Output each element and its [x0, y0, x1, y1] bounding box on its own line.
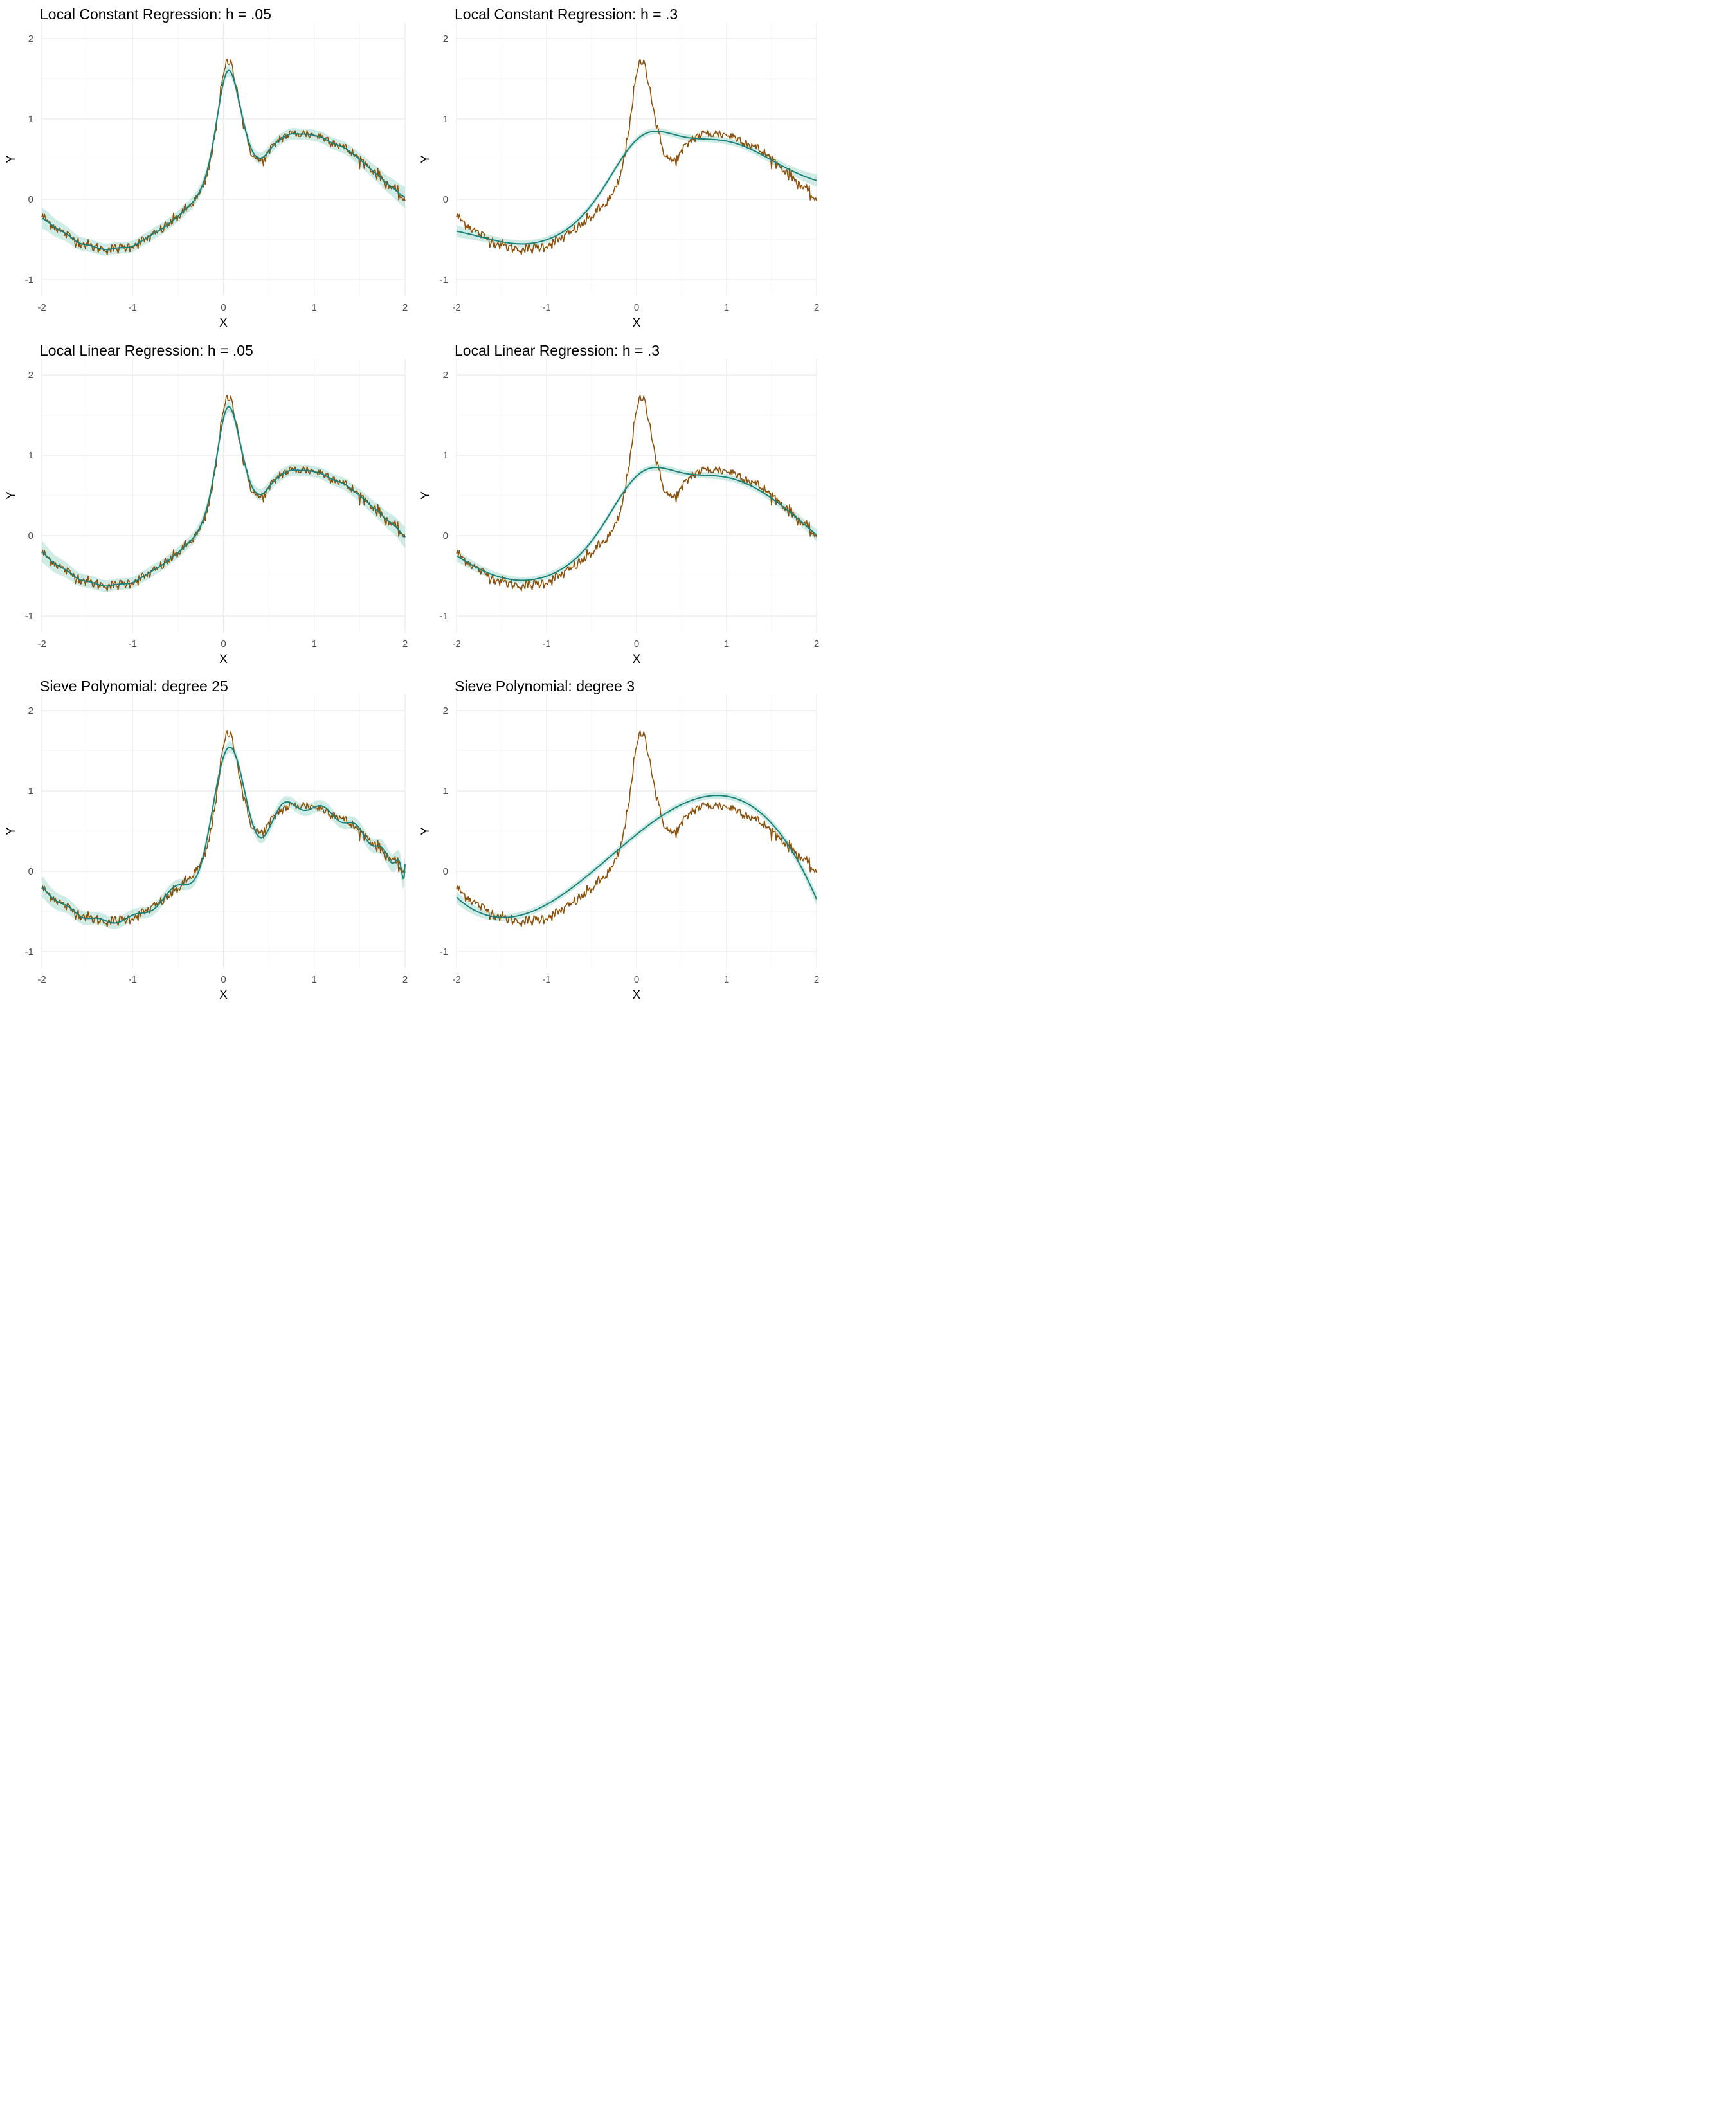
panel-title: Local Constant Regression: h = .05 — [40, 6, 271, 23]
y-axis-title: Y — [5, 827, 18, 835]
x-tick-label: 0 — [221, 974, 226, 985]
observed-line — [456, 730, 817, 927]
x-tick-label: -2 — [37, 639, 46, 649]
chart-panel-3: -2 -1 0 1 2 -1 0 1 2 X Y Local Linear Regression: h… — [5, 342, 408, 666]
x-axis-title: X — [633, 316, 641, 330]
observed-line — [456, 59, 817, 255]
y-tick-label: -1 — [25, 275, 33, 286]
x-tick-label: 2 — [402, 974, 408, 985]
x-tick-label: 2 — [814, 974, 819, 985]
y-tick-label: 2 — [28, 370, 33, 381]
y-tick-label: -1 — [25, 611, 33, 622]
x-tick-label: -2 — [452, 639, 460, 649]
y-tick-label: 1 — [443, 114, 448, 125]
y-tick-label: 2 — [443, 705, 448, 716]
x-tick-label: -2 — [452, 302, 460, 313]
y-tick-label: 0 — [443, 866, 448, 877]
chart-panel-5: -2 -1 0 1 2 -1 0 1 2 X Y Sieve Polynomial: degree 2… — [5, 678, 408, 1002]
y-tick-label: 0 — [28, 530, 33, 541]
y-tick-label: 1 — [28, 450, 33, 461]
fit-line — [41, 69, 406, 251]
fit-line — [456, 467, 817, 581]
y-tick-label: 0 — [28, 194, 33, 205]
confidence-band — [42, 64, 405, 256]
x-tick-label: -2 — [452, 974, 460, 985]
x-axis-title: X — [633, 653, 641, 666]
y-tick-label: 0 — [443, 194, 448, 205]
y-tick-label: 0 — [28, 866, 33, 877]
x-tick-label: -1 — [542, 302, 550, 313]
y-tick-label: 1 — [28, 114, 33, 125]
x-tick-label: 0 — [221, 302, 226, 313]
x-tick-label: 1 — [312, 639, 317, 649]
panel-title: Local Constant Regression: h = .3 — [455, 6, 678, 23]
x-tick-label: 2 — [814, 639, 819, 649]
chart-panel-4: -2 -1 0 1 2 -1 0 1 2 X Y Local Linear Regression: h… — [419, 342, 819, 666]
panel-title: Local Linear Regression: h = .05 — [40, 342, 253, 359]
fit-line — [41, 746, 406, 924]
fit-line — [456, 795, 817, 918]
x-axis-title: X — [219, 653, 228, 666]
y-tick-label: 1 — [443, 786, 448, 797]
x-tick-label: 1 — [724, 974, 729, 985]
x-tick-label: 1 — [312, 974, 317, 985]
y-axis-title: Y — [5, 491, 18, 500]
panel-title: Sieve Polynomial: degree 25 — [40, 678, 228, 694]
x-tick-label: 2 — [402, 639, 408, 649]
y-tick-label: 2 — [443, 33, 448, 44]
x-tick-label: 2 — [814, 302, 819, 313]
y-tick-label: 0 — [443, 530, 448, 541]
chart-panel-2: -2 -1 0 1 2 -1 0 1 2 X Y Local Constant Regression:… — [419, 6, 819, 330]
y-axis-title: Y — [419, 155, 433, 163]
x-tick-label: -1 — [129, 639, 137, 649]
panel-title: Sieve Polynomial: degree 3 — [455, 678, 635, 694]
y-tick-label: -1 — [440, 275, 448, 286]
y-tick-label: -1 — [440, 947, 448, 957]
x-tick-label: -1 — [129, 974, 137, 985]
fit-line — [41, 406, 406, 587]
y-axis-title: Y — [419, 827, 433, 835]
x-tick-label: -1 — [542, 974, 550, 985]
x-tick-label: 0 — [221, 639, 226, 649]
confidence-band — [457, 464, 817, 584]
y-tick-label: -1 — [25, 947, 33, 957]
x-tick-label: 1 — [724, 302, 729, 313]
x-tick-label: -2 — [37, 302, 46, 313]
y-tick-label: 2 — [28, 705, 33, 716]
x-axis-title: X — [633, 988, 641, 1002]
x-tick-label: 0 — [634, 302, 639, 313]
figure: -2 -1 0 1 2 -1 0 1 2 X Y Local Constant Regression:… — [5, 6, 819, 1002]
panel-title: Local Linear Regression: h = .3 — [455, 342, 660, 359]
y-tick-label: 1 — [28, 786, 33, 797]
confidence-band — [42, 401, 405, 592]
y-tick-label: 2 — [28, 33, 33, 44]
x-axis-title: X — [219, 988, 228, 1002]
y-axis-title: Y — [419, 491, 433, 500]
y-tick-label: -1 — [440, 611, 448, 622]
chart-panel-6: -2 -1 0 1 2 -1 0 1 2 X Y Sieve Polynomial: degree 3 — [419, 678, 819, 1002]
x-tick-label: 0 — [634, 639, 639, 649]
x-tick-label: 1 — [724, 639, 729, 649]
y-tick-label: 2 — [443, 370, 448, 381]
y-tick-label: 1 — [443, 450, 448, 461]
fit-line — [456, 131, 817, 245]
x-tick-label: 1 — [312, 302, 317, 313]
x-tick-label: 2 — [402, 302, 408, 313]
x-tick-label: -1 — [542, 639, 550, 649]
x-tick-label: -2 — [37, 974, 46, 985]
x-tick-label: -1 — [129, 302, 137, 313]
x-tick-label: 0 — [634, 974, 639, 985]
observed-line — [456, 395, 817, 592]
y-axis-title: Y — [5, 155, 18, 163]
chart-panel-1: -2 -1 0 1 2 -1 0 1 2 X Y Local Constant Regression:… — [5, 6, 408, 330]
x-axis-title: X — [219, 316, 228, 330]
